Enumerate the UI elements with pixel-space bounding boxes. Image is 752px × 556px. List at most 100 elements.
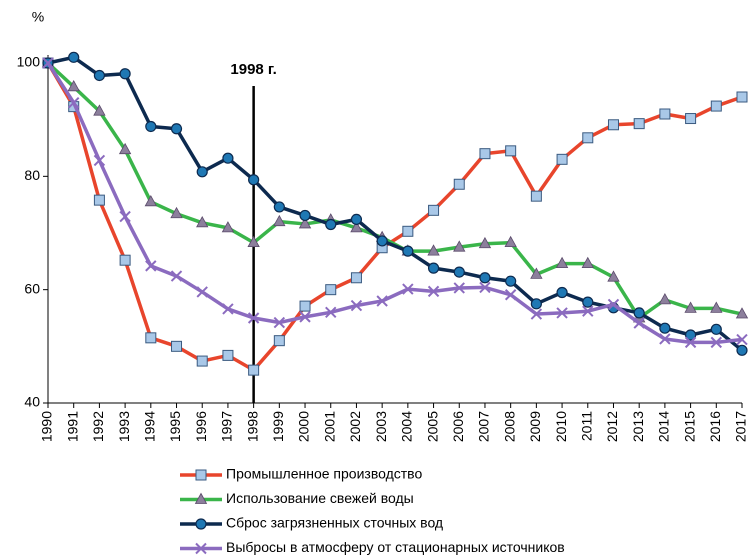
marker <box>736 344 748 356</box>
line <box>46 62 743 372</box>
marker <box>505 275 517 287</box>
marker <box>607 270 620 282</box>
marker <box>479 281 491 294</box>
marker <box>556 307 568 319</box>
marker <box>299 209 311 222</box>
marker <box>93 104 106 116</box>
marker <box>453 282 465 294</box>
x-tick-label: 2005 <box>424 411 440 442</box>
marker <box>247 312 260 324</box>
marker <box>68 51 80 63</box>
x-tick-label: 2013 <box>630 411 646 442</box>
marker <box>556 286 568 299</box>
x-tick-label: 2001 <box>321 411 337 442</box>
x-tick-label: 1996 <box>193 411 209 442</box>
marker <box>42 57 54 69</box>
x-tick-label: 2000 <box>296 411 312 442</box>
line <box>46 62 743 345</box>
marker <box>633 307 645 319</box>
marker <box>402 245 414 257</box>
marker <box>195 518 207 530</box>
series <box>42 57 748 376</box>
marker <box>582 305 594 317</box>
marker <box>93 154 106 167</box>
marker <box>67 79 80 92</box>
marker <box>222 303 234 315</box>
marker <box>504 235 517 248</box>
x-tick-label: 2008 <box>501 411 517 442</box>
x-tick-label: 2004 <box>399 411 415 442</box>
marker <box>427 262 440 274</box>
marker <box>93 194 105 206</box>
marker <box>170 270 183 282</box>
marker <box>479 148 491 160</box>
marker <box>119 210 131 223</box>
legend-label: Выбросы в атмосферу от стационарных исто… <box>226 539 565 555</box>
marker <box>607 119 619 131</box>
marker <box>530 267 543 279</box>
x-tick-label: 2017 <box>733 411 749 442</box>
series <box>42 51 748 356</box>
marker <box>684 336 697 349</box>
x-tick-label: 2002 <box>347 411 363 442</box>
marker <box>478 236 492 249</box>
marker <box>195 469 207 481</box>
marker <box>504 289 517 301</box>
x-tick-label: 1999 <box>270 411 286 442</box>
marker <box>325 306 337 319</box>
marker <box>633 118 645 130</box>
marker <box>427 285 440 298</box>
marker <box>530 298 542 310</box>
x-tick-label: 2009 <box>527 411 543 442</box>
legend-label: Промышленное производство <box>226 466 422 482</box>
marker <box>196 215 209 228</box>
marker <box>144 195 157 207</box>
y-tick-label: 40 <box>24 394 40 410</box>
marker <box>555 256 569 268</box>
marker <box>350 299 363 312</box>
marker <box>530 308 543 320</box>
marker <box>710 323 722 335</box>
marker <box>350 221 363 233</box>
marker <box>479 272 491 284</box>
line <box>46 61 743 320</box>
marker <box>299 311 311 323</box>
x-tick-label: 2010 <box>553 411 569 442</box>
marker <box>735 307 749 319</box>
marker <box>710 100 722 112</box>
y-tick-label: 80 <box>24 167 40 183</box>
legend-label: Использование свежей воды <box>226 490 414 506</box>
marker <box>453 240 466 252</box>
x-tick-label: 1995 <box>167 411 183 442</box>
marker <box>325 218 337 231</box>
marker <box>453 266 465 278</box>
series <box>41 56 749 323</box>
marker <box>145 260 157 272</box>
marker <box>273 316 286 329</box>
x-tick-label: 1992 <box>90 411 106 442</box>
marker <box>427 244 440 256</box>
marker <box>684 301 697 313</box>
marker <box>607 298 620 311</box>
marker <box>658 293 672 305</box>
marker <box>196 286 208 298</box>
x-tick-label: 1991 <box>64 411 80 442</box>
marker <box>196 355 208 367</box>
marker <box>659 108 671 120</box>
x-tick-label: 2003 <box>373 411 389 442</box>
marker <box>684 329 697 341</box>
marker <box>376 295 388 307</box>
marker <box>710 336 723 349</box>
marker <box>67 96 80 109</box>
annotation-text: 1998 г. <box>230 61 276 78</box>
series <box>42 57 748 349</box>
marker <box>582 296 594 308</box>
marker <box>93 69 106 82</box>
marker <box>685 113 697 125</box>
marker <box>402 225 414 237</box>
marker <box>325 284 337 296</box>
marker <box>453 178 465 190</box>
x-tick-label: 2014 <box>656 411 672 442</box>
marker <box>428 204 440 216</box>
marker <box>298 217 312 229</box>
